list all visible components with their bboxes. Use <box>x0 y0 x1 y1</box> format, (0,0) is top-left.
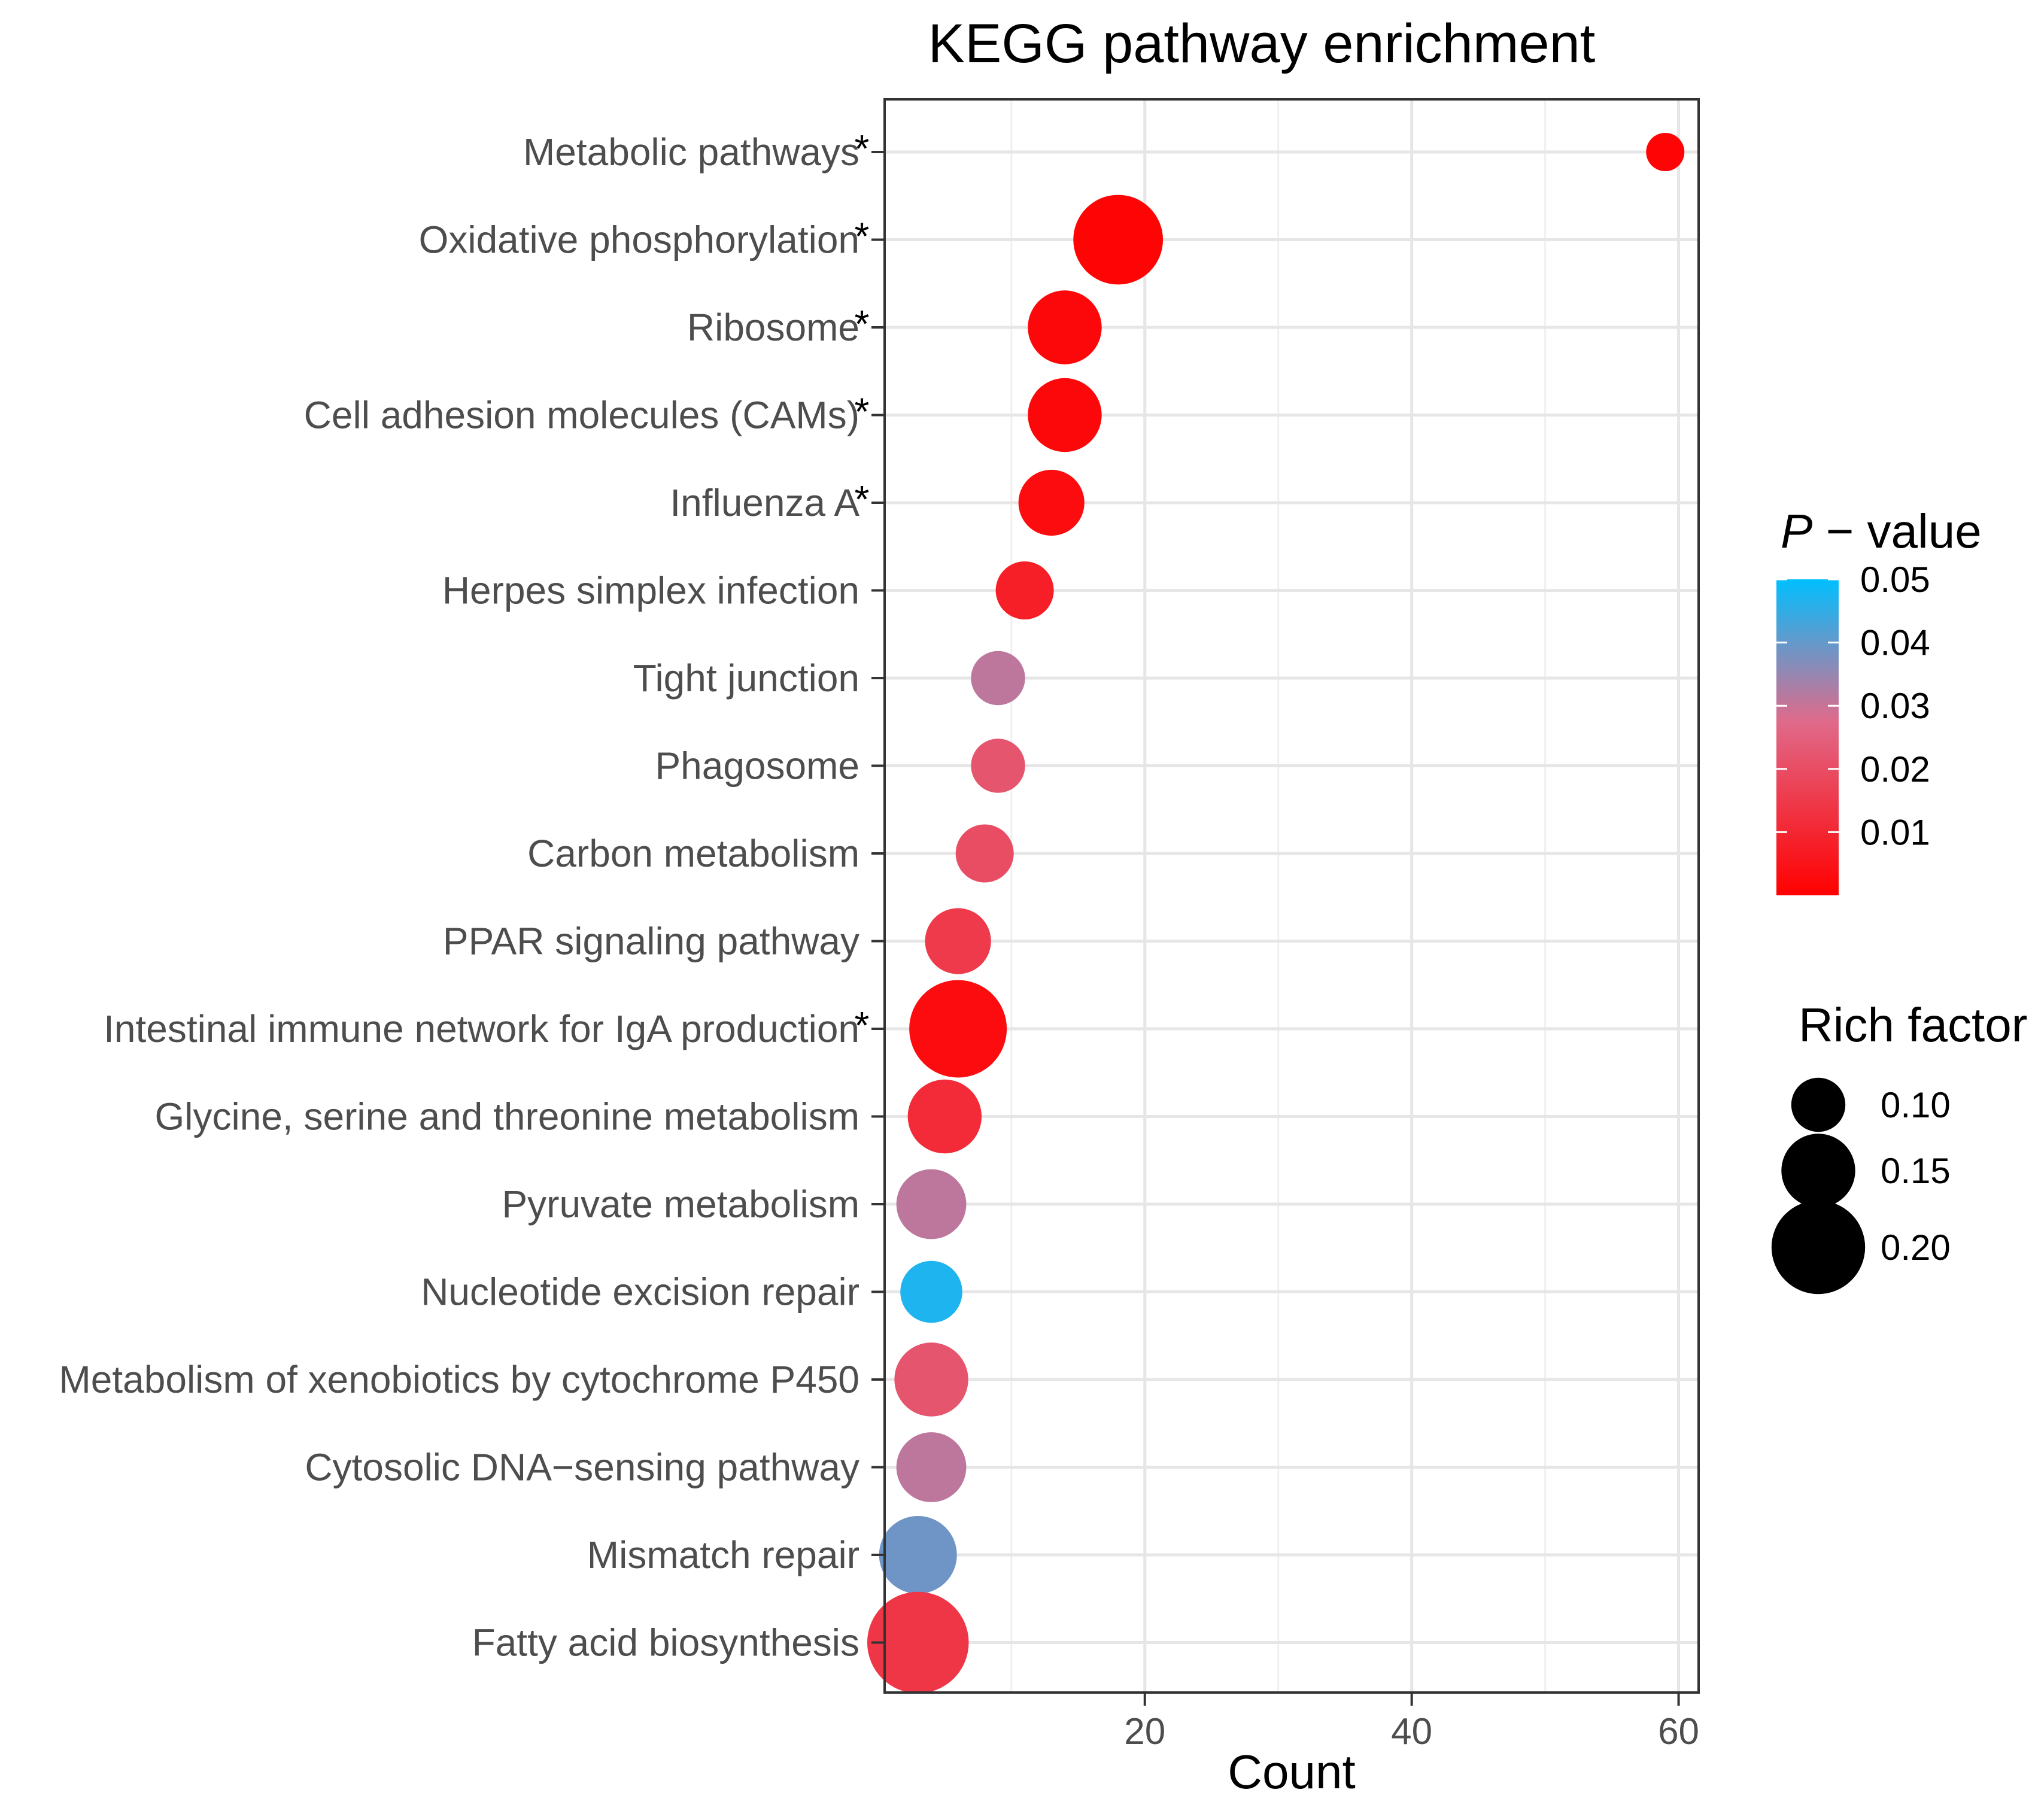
y-tick-label: Phagosome <box>655 745 859 788</box>
x-tick-label: 20 <box>1124 1711 1165 1752</box>
significance-star: * <box>855 1004 870 1047</box>
data-point <box>1028 290 1102 364</box>
data-point <box>879 1516 957 1594</box>
significance-star: * <box>855 478 870 521</box>
data-point <box>1028 378 1102 452</box>
size-legend-key <box>1771 1200 1866 1295</box>
size-legend-key <box>1791 1077 1846 1132</box>
x-axis: 20 40 60 <box>1124 1693 1699 1752</box>
y-axis: Metabolic pathways*Oxidative phosphoryla… <box>59 127 885 1664</box>
plot-panel-border <box>883 98 1700 1694</box>
y-tick-label: PPAR signaling pathway <box>443 920 859 963</box>
size-legend: Rich factor 0.10 0.15 0.20 <box>1771 998 2027 1295</box>
chart-title: KEGG pathway enrichment <box>928 13 1596 74</box>
significance-star: * <box>855 127 870 170</box>
y-tick-label: Ribosome <box>687 306 859 349</box>
data-point <box>909 980 1007 1078</box>
data-point <box>867 1591 969 1694</box>
x-axis-title: Count <box>1228 1745 1355 1798</box>
data-point <box>896 1432 967 1502</box>
data-point <box>907 1079 982 1154</box>
color-legend-label: 0.04 <box>1860 623 1930 663</box>
color-legend-label: 0.03 <box>1860 686 1930 726</box>
grid <box>885 99 1699 1693</box>
color-legend-label: 0.02 <box>1860 749 1930 789</box>
color-legend-label: 0.01 <box>1860 812 1930 852</box>
y-tick-label: Nucleotide excision repair <box>421 1271 859 1314</box>
color-legend: P − value 0.05 0.04 0.03 0.02 0.01 <box>1776 505 1982 895</box>
x-tick-label: 60 <box>1658 1711 1699 1752</box>
color-legend-ticks: 0.05 0.04 0.03 0.02 0.01 <box>1776 560 1930 852</box>
y-tick-label: Glycine, serine and threonine metabolism <box>155 1095 860 1138</box>
data-point <box>971 739 1025 793</box>
data-point <box>1018 469 1085 536</box>
size-legend-title: Rich factor <box>1799 998 2027 1052</box>
significance-star: * <box>855 302 870 345</box>
data-point <box>925 908 991 974</box>
y-tick-label: Cell adhesion molecules (CAMs) <box>304 394 859 437</box>
y-tick-label: Intestinal immune network for IgA produc… <box>104 1007 859 1050</box>
data-point <box>955 824 1014 883</box>
data-point <box>971 651 1025 706</box>
significance-star: * <box>855 215 870 258</box>
y-tick-label: Oxidative phosphorylation <box>419 218 859 262</box>
significance-star: * <box>855 390 870 433</box>
x-tick-label: 40 <box>1391 1711 1432 1752</box>
size-legend-key <box>1781 1134 1855 1208</box>
y-tick-label: Pyruvate metabolism <box>502 1183 859 1226</box>
y-tick-label: Metabolic pathways <box>523 130 859 174</box>
data-point <box>995 561 1054 619</box>
y-tick-label: Cytosolic DNA−sensing pathway <box>305 1446 859 1489</box>
color-legend-title-rest: − value <box>1812 505 1981 558</box>
y-tick-label: Carbon metabolism <box>527 832 859 875</box>
color-legend-title: P − value <box>1781 505 1982 558</box>
data-points <box>867 133 1685 1694</box>
data-point <box>894 1342 968 1417</box>
size-legend-label: 0.20 <box>1881 1227 1951 1268</box>
y-tick-label: Influenza A <box>670 481 859 524</box>
data-point <box>896 1169 967 1239</box>
size-legend-label: 0.10 <box>1881 1085 1951 1125</box>
data-point <box>1646 133 1685 171</box>
data-point <box>900 1260 962 1323</box>
y-tick-label: Fatty acid biosynthesis <box>472 1621 859 1664</box>
y-tick-label: Tight junction <box>633 657 859 700</box>
color-legend-bar <box>1776 579 1839 895</box>
y-tick-label: Mismatch repair <box>587 1533 859 1576</box>
y-tick-label: Metabolism of xenobiotics by cytochrome … <box>59 1358 859 1401</box>
color-legend-label: 0.05 <box>1860 560 1930 600</box>
size-legend-items: 0.10 0.15 0.20 <box>1771 1077 1951 1295</box>
data-point <box>1073 195 1164 285</box>
size-legend-label: 0.15 <box>1881 1151 1951 1191</box>
color-legend-title-italic: P <box>1781 505 1812 558</box>
y-tick-label: Herpes simplex infection <box>442 569 859 612</box>
